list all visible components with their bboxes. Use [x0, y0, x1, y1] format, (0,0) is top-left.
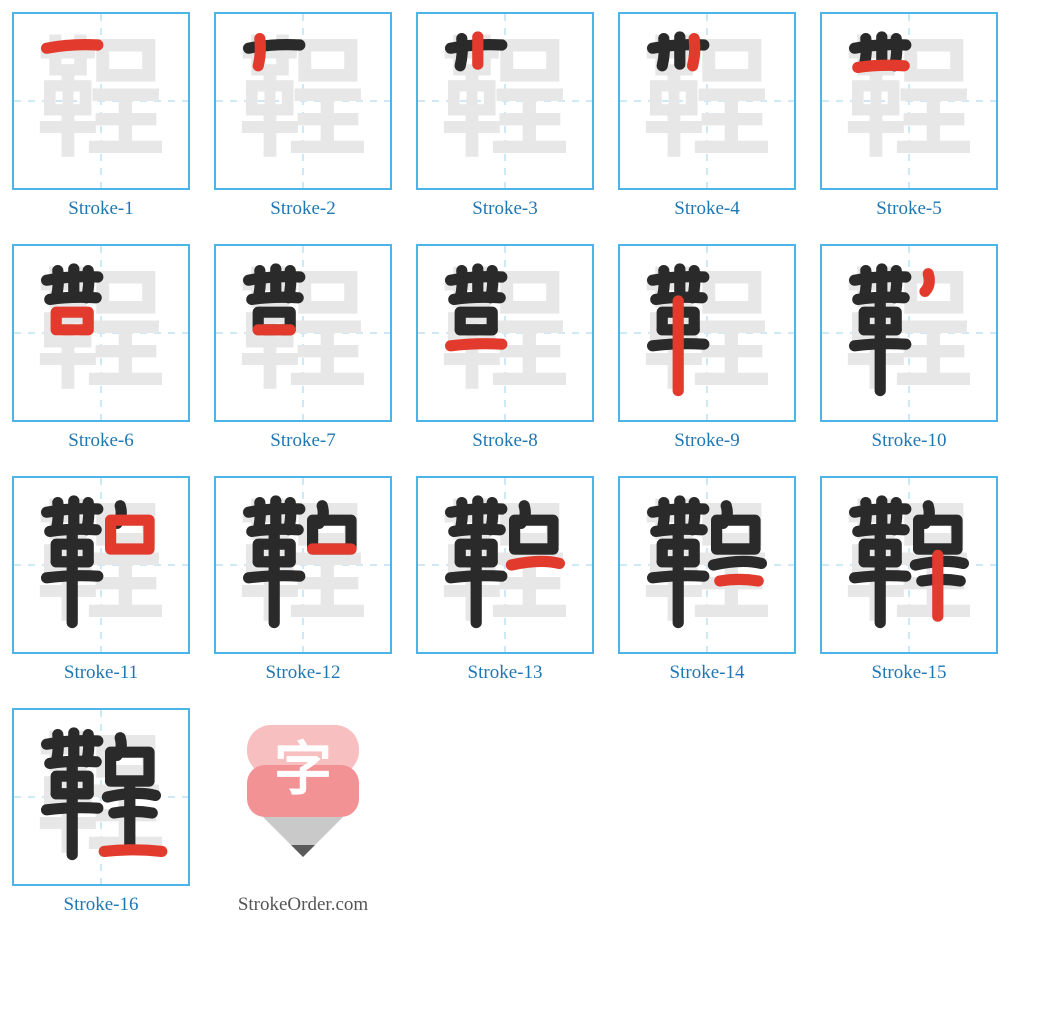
stroke-tile: 鞓: [12, 12, 190, 190]
stroke-tile: 鞓: [618, 244, 796, 422]
stroke-tile: 鞓: [820, 244, 998, 422]
logo-cell: 字 StrokeOrder.com: [214, 708, 392, 916]
stroke-svg: [627, 485, 787, 645]
stroke-svg: [425, 21, 585, 181]
stroke-cell: 鞓 Stroke-14: [618, 476, 796, 684]
stroke-caption: Stroke-9: [674, 430, 739, 452]
stroke-caption: Stroke-5: [876, 198, 941, 220]
stroke-caption: Stroke-16: [64, 894, 139, 916]
stroke-cell: 鞓 Stroke-3: [416, 12, 594, 220]
stroke-svg: [223, 253, 383, 413]
logo-icon: 字: [233, 717, 373, 877]
stroke-tile: 鞓: [618, 476, 796, 654]
stroke-cell: 鞓 Stroke-1: [12, 12, 190, 220]
stroke-overlay: [822, 14, 996, 188]
stroke-cell: 鞓 Stroke-2: [214, 12, 392, 220]
stroke-svg: [21, 717, 181, 877]
stroke-caption: Stroke-13: [468, 662, 543, 684]
stroke-cell: 鞓 Stroke-15: [820, 476, 998, 684]
stroke-caption: Stroke-11: [64, 662, 138, 684]
stroke-tile: 鞓: [214, 476, 392, 654]
stroke-overlay: [216, 14, 390, 188]
stroke-tile: 鞓: [416, 476, 594, 654]
stroke-cell: 鞓 Stroke-5: [820, 12, 998, 220]
stroke-overlay: [14, 478, 188, 652]
stroke-svg: [21, 21, 181, 181]
stroke-overlay: [14, 246, 188, 420]
stroke-overlay: [216, 246, 390, 420]
stroke-overlay: [216, 478, 390, 652]
stroke-caption: Stroke-15: [872, 662, 947, 684]
stroke-overlay: [620, 14, 794, 188]
stroke-caption: Stroke-8: [472, 430, 537, 452]
stroke-tile: 鞓: [12, 708, 190, 886]
stroke-tile: 鞓: [214, 244, 392, 422]
stroke-cell: 鞓 Stroke-12: [214, 476, 392, 684]
stroke-svg: [627, 21, 787, 181]
stroke-svg: [829, 485, 989, 645]
stroke-caption: Stroke-1: [68, 198, 133, 220]
stroke-overlay: [14, 14, 188, 188]
stroke-cell: 鞓 Stroke-11: [12, 476, 190, 684]
stroke-tile: 鞓: [416, 12, 594, 190]
stroke-svg: [829, 21, 989, 181]
stroke-tile: 鞓: [618, 12, 796, 190]
stroke-overlay: [620, 246, 794, 420]
stroke-cell: 鞓 Stroke-7: [214, 244, 392, 452]
stroke-caption: Stroke-4: [674, 198, 739, 220]
stroke-overlay: [418, 478, 592, 652]
stroke-cell: 鞓 Stroke-13: [416, 476, 594, 684]
stroke-svg: [21, 485, 181, 645]
svg-text:字: 字: [274, 737, 332, 802]
stroke-svg: [425, 253, 585, 413]
stroke-overlay: [418, 246, 592, 420]
stroke-svg: [223, 485, 383, 645]
stroke-cell: 鞓 Stroke-8: [416, 244, 594, 452]
stroke-caption: Stroke-2: [270, 198, 335, 220]
stroke-svg: [223, 21, 383, 181]
stroke-cell: 鞓 Stroke-9: [618, 244, 796, 452]
stroke-tile: 鞓: [12, 244, 190, 422]
stroke-overlay: [418, 14, 592, 188]
stroke-svg: [829, 253, 989, 413]
stroke-caption: Stroke-7: [270, 430, 335, 452]
stroke-tile: 鞓: [214, 12, 392, 190]
stroke-grid: 鞓 Stroke-1 鞓 Stroke-2 鞓 Stroke-3 鞓 Stroke-4 鞓 Str…: [12, 12, 1038, 916]
stroke-caption: Stroke-10: [872, 430, 947, 452]
stroke-cell: 鞓 Stroke-6: [12, 244, 190, 452]
stroke-tile: 鞓: [12, 476, 190, 654]
stroke-overlay: [14, 710, 188, 884]
stroke-caption: Stroke-6: [68, 430, 133, 452]
stroke-caption: Stroke-14: [670, 662, 745, 684]
stroke-tile: 鞓: [416, 244, 594, 422]
stroke-cell: 鞓 Stroke-16: [12, 708, 190, 916]
stroke-cell: 鞓 Stroke-4: [618, 12, 796, 220]
stroke-overlay: [822, 246, 996, 420]
stroke-caption: Stroke-12: [266, 662, 341, 684]
stroke-svg: [627, 253, 787, 413]
stroke-caption: Stroke-3: [472, 198, 537, 220]
logo-tile: 字: [214, 708, 392, 886]
logo-caption: StrokeOrder.com: [238, 894, 368, 916]
stroke-tile: 鞓: [820, 12, 998, 190]
stroke-svg: [425, 485, 585, 645]
stroke-svg: [21, 253, 181, 413]
stroke-tile: 鞓: [820, 476, 998, 654]
stroke-overlay: [620, 478, 794, 652]
stroke-overlay: [822, 478, 996, 652]
stroke-cell: 鞓 Stroke-10: [820, 244, 998, 452]
